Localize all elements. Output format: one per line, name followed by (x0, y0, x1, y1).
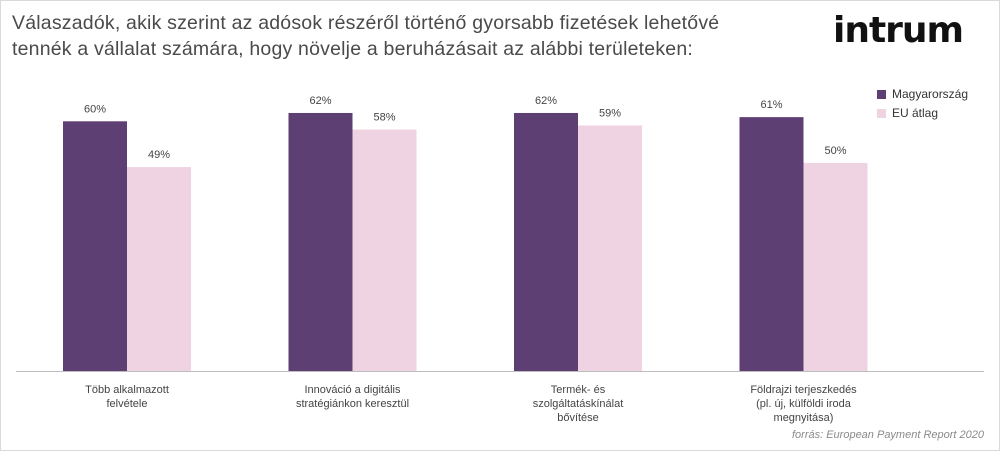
category-label-line: megnyitása) (774, 412, 834, 424)
bar-magyarorszag-2 (288, 112, 353, 372)
data-label-eu-atlag-4: 50% (824, 145, 846, 157)
legend-swatch-eu-atlag (877, 108, 886, 118)
bar-eu-atlag-4 (803, 162, 868, 371)
chart-title-line-1: Válaszadók, akik szerint az adósok részé… (12, 12, 720, 34)
category-label-line: Innováció a digitális (304, 384, 401, 396)
bar-eu-atlag-3 (578, 125, 642, 372)
bar-magyarorszag-3 (514, 112, 578, 372)
chart-title-line-2: tennék a vállalat számára, hogy növelje … (12, 38, 693, 60)
category-label-line: bővítése (557, 412, 599, 424)
data-label-magyarorszag-3: 62% (535, 95, 557, 107)
data-label-eu-atlag-3: 59% (599, 107, 621, 119)
category-label-line: Földrajzi terjeszkedés (750, 384, 857, 396)
category-label-2: Innováció a digitális stratégiánkon keres… (296, 384, 409, 410)
bar-eu-atlag-1 (127, 167, 191, 371)
bar-magyarorszag-1 (63, 121, 127, 371)
data-label-magyarorszag-1: 60% (84, 103, 106, 115)
bar-eu-atlag-2 (352, 129, 417, 371)
category-label-line: Termék- és (551, 384, 606, 396)
legend-label-eu-atlag: EU átlag (892, 106, 939, 120)
category-label-1: Több alkalmazott felvétele (85, 384, 169, 410)
category-label-line: Több alkalmazott (85, 384, 169, 396)
source-note: forrás: European Payment Report 2020 (791, 429, 984, 441)
intrum-logo: intrum (833, 10, 964, 51)
legend-swatch-magyarorszag (877, 89, 886, 99)
legend-label-magyarorszag: Magyarország (892, 87, 969, 101)
category-label-line: stratégiánkon keresztül (296, 398, 409, 410)
category-label-line: szolgáltatáskínálat (533, 398, 624, 410)
category-label-line: felvétele (107, 398, 148, 410)
legend-item-eu-atlag: EU átlag (877, 104, 968, 122)
category-label-3: Termék- és szolgáltatáskínálat bővítése (533, 384, 624, 424)
data-label-eu-atlag-2: 58% (373, 112, 395, 124)
chart-title: Válaszadók, akik szerint az adósok részé… (12, 10, 772, 62)
legend: Magyarország EU átlag (877, 85, 968, 123)
category-label-4: Földrajzi terjeszkedés (pl. új, külföldi … (750, 384, 857, 424)
data-label-eu-atlag-1: 49% (148, 149, 170, 161)
bar-magyarorszag-4 (739, 117, 804, 371)
data-label-magyarorszag-4: 61% (760, 99, 782, 111)
data-label-magyarorszag-2: 62% (309, 95, 331, 107)
legend-item-magyarorszag: Magyarország (877, 85, 968, 103)
category-label-line: (pl. új, külföldi iroda (756, 398, 852, 410)
